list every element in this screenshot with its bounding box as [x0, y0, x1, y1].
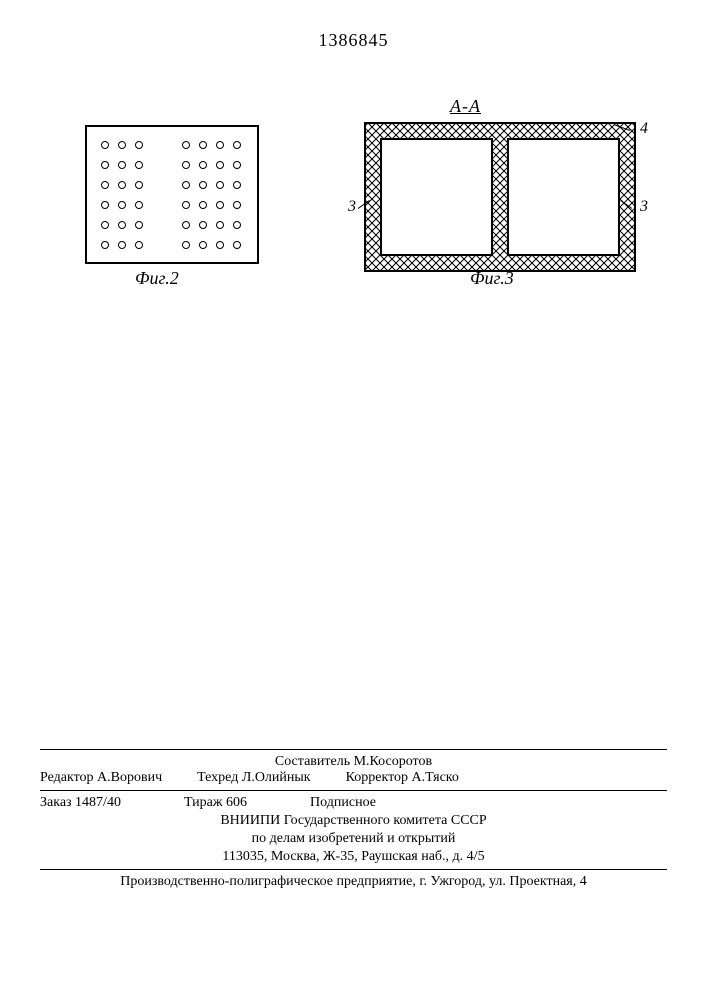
hole	[233, 161, 241, 169]
hole	[101, 161, 109, 169]
tirazh: Тираж 606	[184, 795, 247, 810]
hole	[216, 241, 224, 249]
editor: Редактор А.Ворович	[40, 770, 162, 785]
ref-3-right: 3	[640, 198, 648, 216]
hole	[233, 241, 241, 249]
hole	[135, 241, 143, 249]
org-line-2: по делам изобретений и открытий	[40, 831, 667, 847]
hole	[118, 161, 126, 169]
hole	[199, 201, 207, 209]
hole	[101, 241, 109, 249]
hole	[216, 201, 224, 209]
fig3-drawing	[360, 115, 640, 275]
order: Заказ 1487/40	[40, 795, 121, 810]
hole	[233, 181, 241, 189]
org-line-1: ВНИИПИ Государственного комитета СССР	[40, 813, 667, 829]
hole	[182, 161, 190, 169]
hole	[135, 221, 143, 229]
hole	[118, 181, 126, 189]
hole	[199, 241, 207, 249]
hole	[135, 181, 143, 189]
compiler-line: Составитель М.Косоротов	[40, 754, 667, 770]
hole	[182, 241, 190, 249]
fig2-panel	[85, 125, 259, 264]
hole	[182, 201, 190, 209]
section-label: А-А	[450, 96, 481, 117]
hole	[135, 161, 143, 169]
hole	[216, 141, 224, 149]
techred: Техред Л.Олийнык	[197, 770, 310, 785]
hole	[199, 161, 207, 169]
hole	[182, 221, 190, 229]
hole	[216, 221, 224, 229]
hole	[199, 181, 207, 189]
hole	[118, 201, 126, 209]
divider	[40, 869, 667, 870]
footer: Составитель М.Косоротов Редактор А.Воров…	[40, 745, 667, 890]
podpisnoe: Подписное	[310, 795, 376, 810]
hole	[233, 201, 241, 209]
fig2-caption: Фиг.2	[135, 268, 179, 289]
hole	[216, 161, 224, 169]
ref-3-left: 3	[348, 198, 356, 216]
address-line: 113035, Москва, Ж-35, Раушская наб., д. …	[40, 849, 667, 865]
hole	[101, 181, 109, 189]
hole	[233, 141, 241, 149]
hole	[101, 141, 109, 149]
press-line: Производственно-полиграфическое предприя…	[40, 874, 667, 890]
corrector: Корректор А.Тяско	[346, 770, 459, 785]
credits-row: Редактор А.Ворович Техред Л.Олийнык Корр…	[40, 770, 667, 786]
figures-area: Фиг.2 А-А 3 3 4 Фиг.3	[0, 90, 707, 320]
hole	[182, 181, 190, 189]
hole	[101, 221, 109, 229]
hole	[216, 181, 224, 189]
page: 1386845 Фиг.2 А-А 3 3	[0, 0, 707, 1000]
print-row: Заказ 1487/40 Тираж 606 Подписное	[40, 795, 667, 811]
fig2-holes	[87, 127, 257, 262]
hole	[135, 141, 143, 149]
hole	[118, 221, 126, 229]
document-number: 1386845	[0, 30, 707, 51]
hole	[182, 141, 190, 149]
divider	[40, 790, 667, 791]
hole	[233, 221, 241, 229]
hole	[199, 141, 207, 149]
fig3-caption: Фиг.3	[470, 268, 514, 289]
hole	[118, 241, 126, 249]
hole	[101, 201, 109, 209]
hole	[118, 141, 126, 149]
hole	[199, 221, 207, 229]
divider	[40, 749, 667, 750]
ref-4: 4	[640, 120, 648, 138]
hole	[135, 201, 143, 209]
